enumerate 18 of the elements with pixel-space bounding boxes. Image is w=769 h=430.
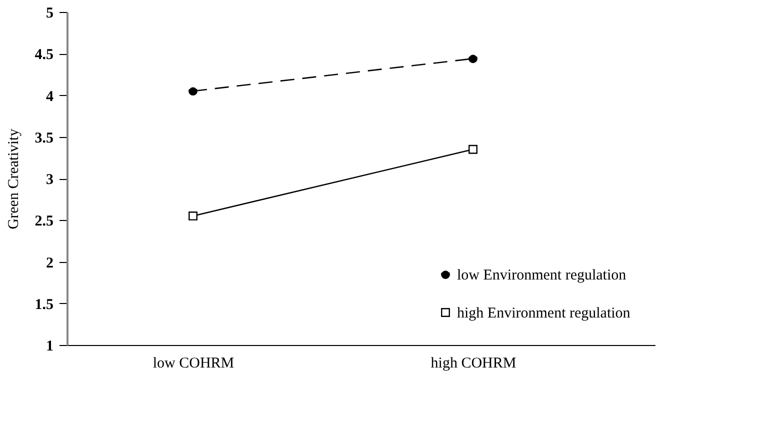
y-axis-title: Green Creativity [6,128,22,230]
y-tick-label: 2.5 [34,214,54,230]
x-tick-label: low COHRM [152,356,234,372]
y-tick-label: 5 [46,6,54,22]
point [468,54,478,64]
legend-label: low Environment regulation [457,268,627,284]
y-tick-label: 2 [46,255,54,272]
legend-label: high Environment regulation [457,306,631,322]
y-tick-label: 4.5 [34,47,54,64]
y-tick-label: 1.5 [34,296,54,313]
point [468,144,478,154]
point [188,86,198,96]
point [188,211,198,220]
y-tick-label: 3 [46,172,54,188]
y-tick-label: 3.5 [34,130,54,146]
y-tick-label: 4 [46,88,54,105]
x-tick-label: high COHRM [430,356,516,372]
y-tick-label: 1 [46,338,54,354]
